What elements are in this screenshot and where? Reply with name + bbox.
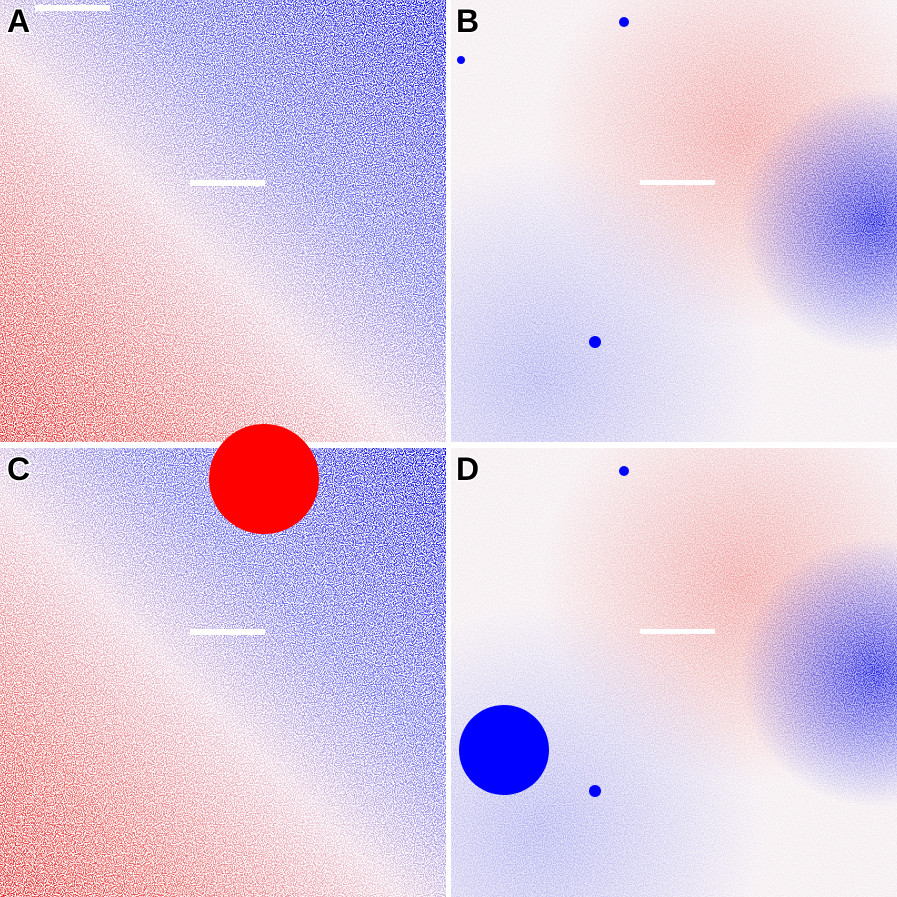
bar (190, 629, 265, 635)
bar (35, 5, 110, 11)
dot (589, 785, 601, 797)
panel-label: B (456, 3, 479, 39)
noise (0, 0, 446, 442)
noise (451, 448, 897, 897)
dot (619, 466, 629, 476)
dot (457, 56, 465, 64)
panel-label: C (7, 451, 30, 487)
panel-c: C (0, 424, 446, 897)
circle (209, 424, 319, 534)
noise (0, 448, 446, 897)
panel-label: A (7, 3, 30, 39)
panel-b: B (451, 0, 897, 442)
bar (640, 629, 715, 634)
noise (451, 0, 897, 442)
panel-label: D (456, 451, 479, 487)
dot (619, 17, 629, 27)
circle (459, 705, 549, 795)
panel-a: A (0, 0, 446, 442)
dot (589, 336, 601, 348)
panel-d: D (451, 448, 897, 897)
bar (190, 180, 265, 186)
bar (640, 180, 715, 185)
